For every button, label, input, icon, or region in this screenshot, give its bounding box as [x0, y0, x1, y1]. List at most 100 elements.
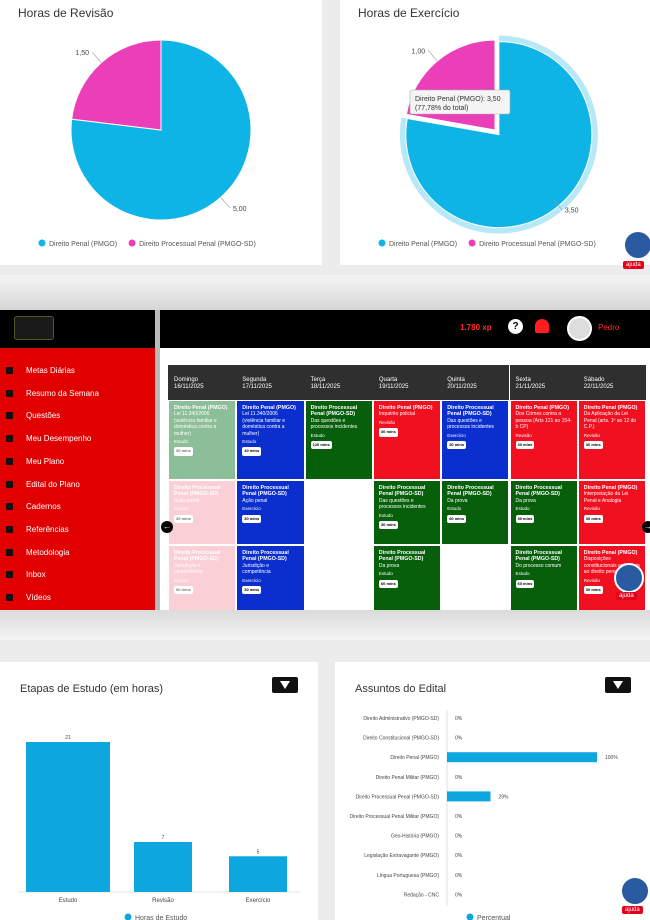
- data-label: 29%: [499, 794, 510, 800]
- help-button[interactable]: [623, 230, 650, 260]
- data-label: 0%: [455, 834, 463, 840]
- prev-week[interactable]: ←: [161, 521, 173, 533]
- x-tick-label: Revisão: [152, 898, 174, 904]
- day-date: 16/11/2025: [174, 384, 204, 390]
- legend-label: Direito Processual Penal (PMGO-SD): [479, 241, 596, 248]
- kind: Revisão: [583, 506, 601, 512]
- notifications[interactable]: [535, 319, 549, 333]
- study-card[interactable]: Direito Processual Penal (PMGO-SD) Das qu…: [372, 480, 442, 545]
- study-card[interactable]: Direito Processual Penal (PMGO-SD) Da pro…: [509, 480, 578, 545]
- menu-item[interactable]: Questões: [5, 411, 61, 421]
- scrollbar: [155, 310, 160, 610]
- avatar[interactable]: [567, 316, 592, 341]
- study-card[interactable]: Direito Processual Penal (PMGO-SD) Da pro…: [372, 545, 442, 610]
- kind: Estudo: [174, 439, 189, 445]
- bar: [447, 791, 491, 802]
- subject: Direito Processual Penal (PMGO-SD): [242, 550, 289, 563]
- y-tick-label: Língua Portuguesa (PMGO): [377, 873, 440, 879]
- study-card[interactable]: Direito Penal (PMGO) Dos Crimes contra a …: [509, 400, 578, 480]
- y-tick-label: Direito Penal Militar (PMGO): [376, 775, 440, 781]
- help-button[interactable]: [620, 876, 650, 906]
- leader-line: [427, 50, 438, 62]
- study-card[interactable]: Direito Processual Penal (PMGO-SD) Do pro…: [509, 545, 578, 610]
- x-tick-label: Estudo: [59, 898, 78, 904]
- subject: Direito Processual Penal (PMGO-SD): [515, 485, 563, 498]
- subject: Direito Penal (PMGO): [174, 405, 228, 411]
- day-name: Quarta: [378, 377, 398, 383]
- day-date: 17/11/2025: [242, 384, 272, 390]
- bar: [26, 742, 110, 892]
- user-menu[interactable]: Pedro: [598, 323, 620, 332]
- help-icon[interactable]: ?: [508, 319, 523, 334]
- data-label: 5: [257, 849, 260, 855]
- day-date: 22/11/2025: [583, 384, 614, 390]
- menu-item[interactable]: Resumo da Semana: [6, 388, 99, 398]
- day-name: Terça: [310, 377, 326, 383]
- legend-label: Horas de Estudo: [135, 915, 187, 920]
- leader-line: [91, 51, 102, 63]
- study-card[interactable]: Direito Processual Penal (PMGO-SD) Jurisd…: [236, 545, 305, 610]
- study-card[interactable]: Direito Processual Penal (PMGO-SD) Ação p…: [168, 480, 237, 545]
- topic: Lei 11.340/2006 (violência familiar e do…: [242, 411, 286, 437]
- menu-item[interactable]: Vídeos: [6, 593, 51, 602]
- menu-item[interactable]: Meu Plano: [5, 456, 65, 466]
- study-card[interactable]: Direito Processual Penal (PMGO-SD) Da pro…: [441, 480, 510, 545]
- legend-label: Direito Processual Penal (PMGO-SD): [139, 241, 256, 248]
- menu-item[interactable]: Metodologia: [6, 547, 70, 557]
- study-card[interactable]: Direito Processual Penal (PMGO-SD) Das qu…: [441, 400, 510, 480]
- data-label: 7: [162, 835, 165, 841]
- day-name: Domingo: [174, 377, 199, 383]
- study-card[interactable]: Direito Penal (PMGO) Lei 11.340/2006 (vio…: [168, 400, 237, 480]
- day-date: 18/11/2025: [310, 384, 341, 390]
- duration: 30 mins: [515, 514, 535, 524]
- study-card[interactable]: Direito Penal (PMGO) Lei 11.340/2006 (vio…: [236, 400, 305, 480]
- data-label: 1,50: [75, 50, 89, 57]
- topic: Das questões e processos incidentes: [447, 417, 494, 431]
- duration: 30 mins: [583, 514, 603, 524]
- next-week[interactable]: →: [642, 521, 650, 533]
- logo: [14, 316, 54, 340]
- study-card[interactable]: Direito Processual Penal (PMGO-SD) Ação p…: [236, 480, 305, 545]
- subject: Direito Processual Penal (PMGO-SD): [447, 485, 494, 498]
- help-label[interactable]: ajuda: [623, 261, 644, 269]
- menu-item[interactable]: Inbox: [6, 570, 46, 580]
- kind: Revisão: [378, 419, 396, 425]
- legend-label: Direito Penal (PMGO): [389, 241, 457, 248]
- topic: Da prova: [515, 497, 536, 504]
- study-card[interactable]: Direito Processual Penal (PMGO-SD) Das qu…: [304, 400, 373, 480]
- topic: Da prova: [447, 497, 468, 504]
- app-window: 1.780 xp ? Pedro Metas Diárias Resumo da …: [0, 310, 650, 610]
- y-tick-label: Redação - CNC: [404, 892, 440, 898]
- subject: Direito Processual Penal (PMGO-SD): [174, 485, 221, 498]
- menu-item[interactable]: Edital do Plano: [6, 479, 80, 489]
- help-button[interactable]: [614, 563, 644, 593]
- kind: Revisão: [583, 577, 601, 583]
- filter-button[interactable]: [605, 677, 631, 693]
- menu-item[interactable]: Meu Desempenho: [5, 434, 92, 444]
- data-label: 0%: [455, 853, 463, 859]
- study-card[interactable]: Direito Penal (PMGO) Interpretação da Lei…: [577, 480, 647, 545]
- filter-button[interactable]: [272, 677, 298, 693]
- menu-item[interactable]: Referências: [6, 524, 69, 534]
- subject: Direito Penal (PMGO): [378, 405, 433, 411]
- help-label[interactable]: ajuda: [616, 592, 637, 600]
- legend-label: Direito Penal (PMGO): [49, 241, 117, 248]
- day-date: 19/11/2025: [378, 384, 409, 390]
- duration: 30 mins: [515, 441, 535, 450]
- study-card[interactable]: Direito Penal (PMGO) Da Aplicação da Lei …: [577, 400, 647, 480]
- menu-item[interactable]: Cadernos: [6, 502, 61, 512]
- data-label: 21: [65, 735, 71, 741]
- study-card[interactable]: Direito Penal (PMGO) Inquérito policial Re…: [372, 400, 442, 480]
- data-label: 3,50: [565, 208, 579, 215]
- tooltip: [409, 89, 511, 115]
- menu-item[interactable]: Metas Diárias: [6, 366, 75, 375]
- help-label[interactable]: ajuda: [622, 906, 643, 914]
- kind: Estudo: [515, 506, 530, 512]
- data-label: 5,00: [233, 206, 247, 213]
- card: Horas de Revisão 5,00 1,50 Direito Penal (P…: [0, 0, 322, 265]
- duration: 60 mins: [515, 579, 535, 589]
- day-header: Segunda 17/11/2025: [236, 365, 305, 400]
- legend-swatch: [466, 913, 474, 920]
- card: Etapas de Estudo (em horas) 21 Estudo 7 Revi…: [0, 662, 318, 920]
- study-card[interactable]: Direito Processual Penal (PMGO-SD) Jurisd…: [168, 545, 237, 610]
